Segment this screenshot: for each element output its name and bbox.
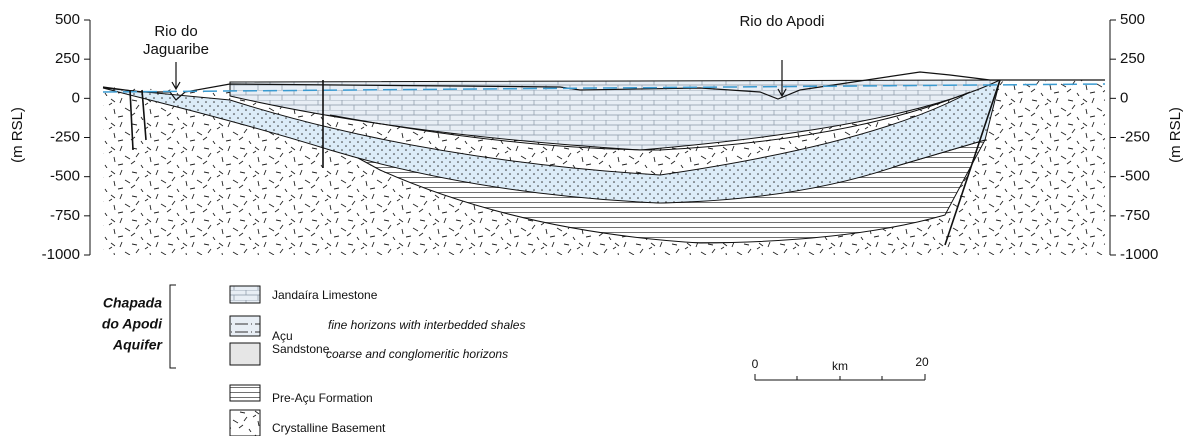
legend-label: Crystalline Basement (272, 421, 386, 435)
tick-label: 500 (55, 11, 80, 28)
legend-label: coarse and conglomeritic horizons (326, 347, 508, 361)
legend-group: Aquifer (112, 337, 164, 353)
tick-label: -250 (50, 128, 80, 145)
river-label: Rio do Apodi (739, 13, 824, 30)
tick-label: 500 (1120, 11, 1145, 28)
legend-label: Pre-Açu Formation (272, 391, 373, 405)
legend-group: do Apodi (102, 316, 163, 332)
legend-label: Jandaíra Limestone (272, 288, 378, 302)
legend-swatch (230, 286, 260, 303)
tick-label: 250 (55, 50, 80, 67)
legend-swatch (230, 343, 260, 365)
tick-label: 250 (1120, 50, 1145, 67)
tick-label: 0 (1120, 89, 1128, 106)
section (103, 60, 1105, 255)
scale-label: 20 (915, 355, 929, 369)
legend-swatch (230, 385, 260, 401)
legend: Chapada do Apodi Aquifer Jandaíra Limest… (102, 285, 526, 436)
legend-swatch (230, 316, 260, 336)
legend-label: Açu (272, 329, 293, 343)
tick-label: -750 (50, 207, 80, 224)
scale-bar: 0 km 20 (752, 355, 929, 380)
axis-label: (m RSL) (1167, 107, 1184, 163)
tick-label: -500 (1120, 168, 1150, 185)
scale-label: km (832, 359, 848, 373)
tick-label: -1000 (42, 246, 80, 263)
tick-label: -250 (1120, 128, 1150, 145)
legend-label: Sandstone (272, 342, 330, 356)
axis-label: (m RSL) (9, 107, 26, 163)
cross-section: 500 500 250 250 0 0 -250 -250 -500 -500 -750 -750 -1… (0, 0, 1190, 436)
brace (170, 285, 176, 368)
river-label: Jaguaribe (143, 41, 209, 58)
scale-line (755, 374, 925, 380)
river-label: Rio do (154, 23, 197, 40)
legend-group: Chapada (103, 295, 162, 311)
tick-label: -1000 (1120, 246, 1158, 263)
legend-swatch (230, 410, 260, 436)
tick-label: 0 (72, 89, 80, 106)
tick-label: -750 (1120, 207, 1150, 224)
tick-label: -500 (50, 168, 80, 185)
legend-label: fine horizons with interbedded shales (328, 318, 525, 332)
scale-label: 0 (752, 357, 759, 371)
